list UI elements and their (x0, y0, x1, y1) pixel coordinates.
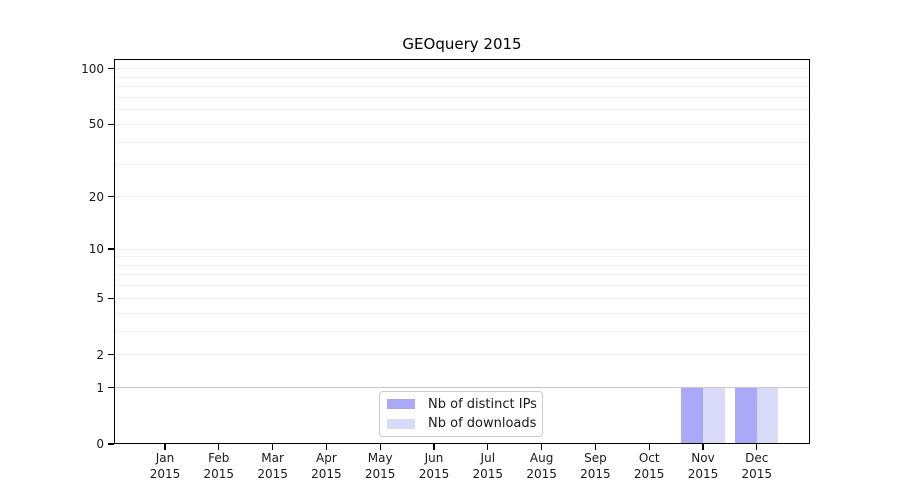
x-tick-label-apr: Apr 2015 (311, 451, 342, 481)
major-gridline (114, 354, 810, 356)
x-tick-mark (702, 444, 704, 450)
major-gridline (114, 68, 810, 70)
y-tick-mark (108, 387, 114, 389)
x-tick-mark (164, 444, 166, 450)
chart-title: GEOquery 2015 (402, 35, 522, 53)
y-tick-mark (108, 443, 114, 445)
y-tick-label: 2 (96, 347, 104, 362)
y-tick-label: 20 (88, 189, 104, 204)
legend-item-distinct-ips: Nb of distinct IPs (387, 396, 537, 413)
legend-swatch-distinct-ips (387, 399, 415, 410)
x-tick-mark (487, 444, 489, 450)
minor-gridline (114, 76, 810, 78)
x-tick-mark (218, 444, 220, 450)
plot-area: Nb of distinct IPs Nb of downloads (114, 59, 810, 444)
x-tick-label-nov: Nov 2015 (687, 451, 719, 481)
bar-nov-downloads (703, 387, 725, 444)
x-tick-label-jun: Jun 2015 (418, 451, 450, 481)
bar-nov-distinct-ips (681, 387, 703, 444)
x-tick-mark (648, 444, 650, 450)
x-tick-mark (433, 444, 435, 450)
major-gridline (114, 387, 810, 389)
y-tick-label: 0 (96, 437, 104, 451)
y-tick-mark (108, 123, 114, 126)
major-gridline (114, 248, 810, 250)
y-tick-mark (108, 195, 114, 198)
y-tick-label: 100 (81, 61, 104, 76)
x-tick-label-mar: Mar 2015 (257, 451, 288, 481)
legend-label-downloads: Nb of downloads (428, 416, 537, 432)
minor-gridline (114, 96, 810, 98)
y-tick-mark (108, 68, 114, 70)
x-tick-label-jan: Jan 2015 (149, 451, 181, 481)
x-tick-label-sep: Sep 2015 (580, 451, 611, 481)
x-tick-mark (594, 444, 597, 450)
x-tick-mark (271, 444, 274, 450)
minor-gridline (114, 164, 810, 166)
y-tick-mark (108, 297, 114, 299)
x-tick-label-may: May 2015 (364, 451, 396, 481)
x-tick-label-dec: Dec 2015 (741, 451, 773, 481)
minor-gridline (114, 330, 810, 332)
minor-gridline (114, 141, 810, 143)
major-gridline (114, 297, 810, 299)
x-tick-mark (379, 444, 381, 450)
minor-gridline (114, 274, 810, 276)
legend-item-downloads: Nb of downloads (387, 416, 537, 433)
minor-gridline (114, 109, 810, 111)
major-gridline (114, 123, 810, 125)
bar-dec-distinct-ips (735, 387, 757, 444)
y-tick-mark (108, 354, 114, 356)
legend-label-distinct-ips: Nb of distinct IPs (428, 396, 537, 412)
x-tick-mark (325, 444, 328, 450)
major-gridline (114, 196, 810, 197)
legend: Nb of distinct IPs Nb of downloads (379, 391, 543, 437)
x-tick-label-jul: Jul 2015 (472, 451, 504, 481)
x-tick-mark (756, 444, 758, 450)
y-tick-label: 10 (88, 242, 104, 257)
y-tick-label: 50 (88, 117, 104, 132)
y-tick-label: 1 (96, 380, 104, 395)
minor-gridline (114, 285, 810, 287)
x-tick-label-feb: Feb 2015 (203, 451, 235, 481)
minor-gridline (114, 264, 810, 266)
minor-gridline (114, 312, 810, 314)
minor-gridline (114, 256, 810, 258)
x-tick-label-oct: Oct 2015 (633, 451, 665, 481)
legend-swatch-downloads (387, 418, 415, 429)
bar-dec-downloads (756, 387, 779, 444)
x-tick-label-aug: Aug 2015 (526, 451, 557, 481)
y-tick-label: 5 (96, 291, 104, 306)
y-tick-mark (108, 248, 114, 250)
x-tick-mark (540, 444, 543, 450)
minor-gridline (114, 86, 810, 88)
